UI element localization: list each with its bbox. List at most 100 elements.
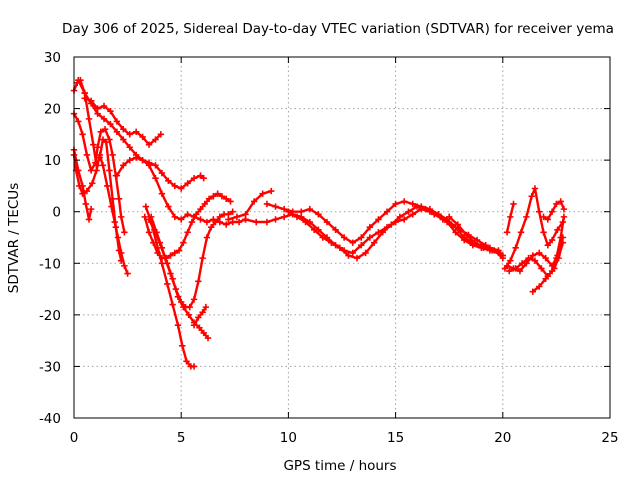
data-point	[328, 239, 335, 246]
data-point	[531, 185, 539, 192]
data-point	[115, 195, 123, 203]
data-point	[439, 216, 446, 223]
data-point	[85, 216, 93, 223]
series-pass-21	[529, 213, 568, 295]
data-point	[120, 162, 127, 169]
data-point	[83, 151, 91, 159]
data-point	[362, 249, 369, 257]
y-tick-label: -10	[39, 256, 61, 272]
data-point	[165, 203, 172, 210]
data-point	[184, 180, 191, 187]
data-point	[124, 270, 131, 277]
data-point	[104, 182, 111, 190]
data-point	[201, 200, 208, 208]
data-point	[268, 187, 275, 195]
series-pass-13	[225, 187, 275, 223]
data-point	[180, 239, 187, 246]
data-point	[184, 229, 191, 236]
data-point	[184, 211, 191, 218]
data-point	[396, 213, 404, 221]
data-point	[142, 203, 150, 210]
data-point	[190, 321, 198, 329]
data-point	[102, 138, 110, 146]
data-point	[190, 174, 198, 182]
data-point	[204, 334, 212, 342]
data-point	[139, 156, 146, 164]
data-point	[358, 242, 365, 249]
data-point	[200, 174, 207, 182]
data-point	[499, 254, 506, 262]
data-point	[212, 218, 219, 226]
data-point	[121, 229, 128, 236]
data-point	[202, 303, 210, 311]
y-tick-label: 10	[44, 153, 61, 169]
data-point	[554, 226, 561, 233]
x-tick-label: 25	[601, 430, 618, 446]
data-point	[81, 89, 88, 97]
data-point	[120, 126, 127, 133]
data-point	[516, 267, 524, 275]
series-group	[70, 77, 568, 370]
data-point	[153, 229, 160, 236]
data-point	[193, 211, 200, 218]
data-point	[405, 208, 412, 215]
data-point	[544, 242, 552, 249]
data-point	[141, 213, 148, 221]
data-point	[85, 115, 93, 123]
data-point	[366, 234, 374, 241]
data-point	[548, 208, 556, 215]
data-point	[323, 218, 331, 226]
data-point	[529, 252, 537, 259]
y-tick-label: -20	[39, 308, 61, 324]
y-axis-label: SDTVAR / TECUs	[6, 183, 22, 293]
data-point	[99, 136, 107, 143]
data-point	[171, 182, 178, 190]
data-point	[409, 211, 416, 218]
data-point	[200, 329, 207, 337]
data-point	[157, 131, 165, 138]
data-point	[538, 265, 545, 272]
data-point	[152, 136, 159, 143]
data-point	[503, 262, 511, 270]
data-point	[208, 223, 215, 231]
data-point	[349, 249, 356, 257]
data-point	[195, 314, 202, 321]
data-point	[332, 226, 339, 233]
data-point	[196, 324, 203, 331]
series-pass-18	[501, 185, 567, 272]
data-point	[190, 296, 198, 303]
data-point	[188, 218, 196, 226]
data-point	[454, 221, 461, 228]
data-point	[548, 267, 556, 275]
data-point	[542, 275, 549, 282]
y-tick-label: 0	[52, 205, 61, 221]
series-line	[192, 305, 208, 327]
data-point	[463, 231, 470, 239]
data-point	[223, 221, 230, 228]
data-point	[272, 203, 279, 210]
data-point	[218, 193, 226, 200]
data-point	[109, 151, 116, 159]
data-point	[336, 244, 344, 252]
data-point	[126, 131, 133, 138]
data-point	[113, 118, 121, 125]
data-point	[536, 208, 543, 215]
data-point	[94, 144, 101, 151]
data-point	[540, 213, 547, 221]
data-point	[280, 213, 288, 221]
data-point	[145, 141, 153, 148]
data-point	[107, 120, 114, 128]
chart-title: Day 306 of 2025, Sidereal Day-to-day VTE…	[62, 21, 614, 37]
data-point	[517, 229, 525, 236]
data-point	[185, 311, 192, 319]
data-point	[171, 249, 178, 257]
data-point	[536, 283, 543, 290]
data-point	[167, 252, 174, 259]
x-tick-label: 15	[387, 430, 404, 446]
data-point	[158, 190, 166, 197]
data-point	[94, 110, 101, 117]
series-line	[508, 241, 564, 278]
data-point	[158, 260, 166, 267]
data-point	[106, 167, 113, 174]
data-point	[197, 172, 204, 179]
